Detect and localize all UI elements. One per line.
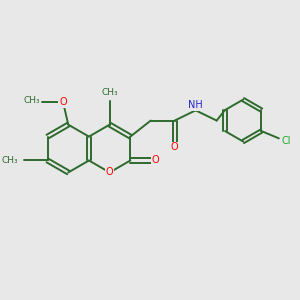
Text: CH₃: CH₃ [101,88,118,97]
Text: O: O [171,142,178,152]
Text: O: O [59,97,67,107]
Text: CH₃: CH₃ [1,156,18,165]
Text: NH: NH [188,100,203,110]
Text: CH₃: CH₃ [23,96,40,105]
Text: Cl: Cl [281,136,291,146]
Text: O: O [106,167,113,177]
Text: O: O [152,155,160,166]
